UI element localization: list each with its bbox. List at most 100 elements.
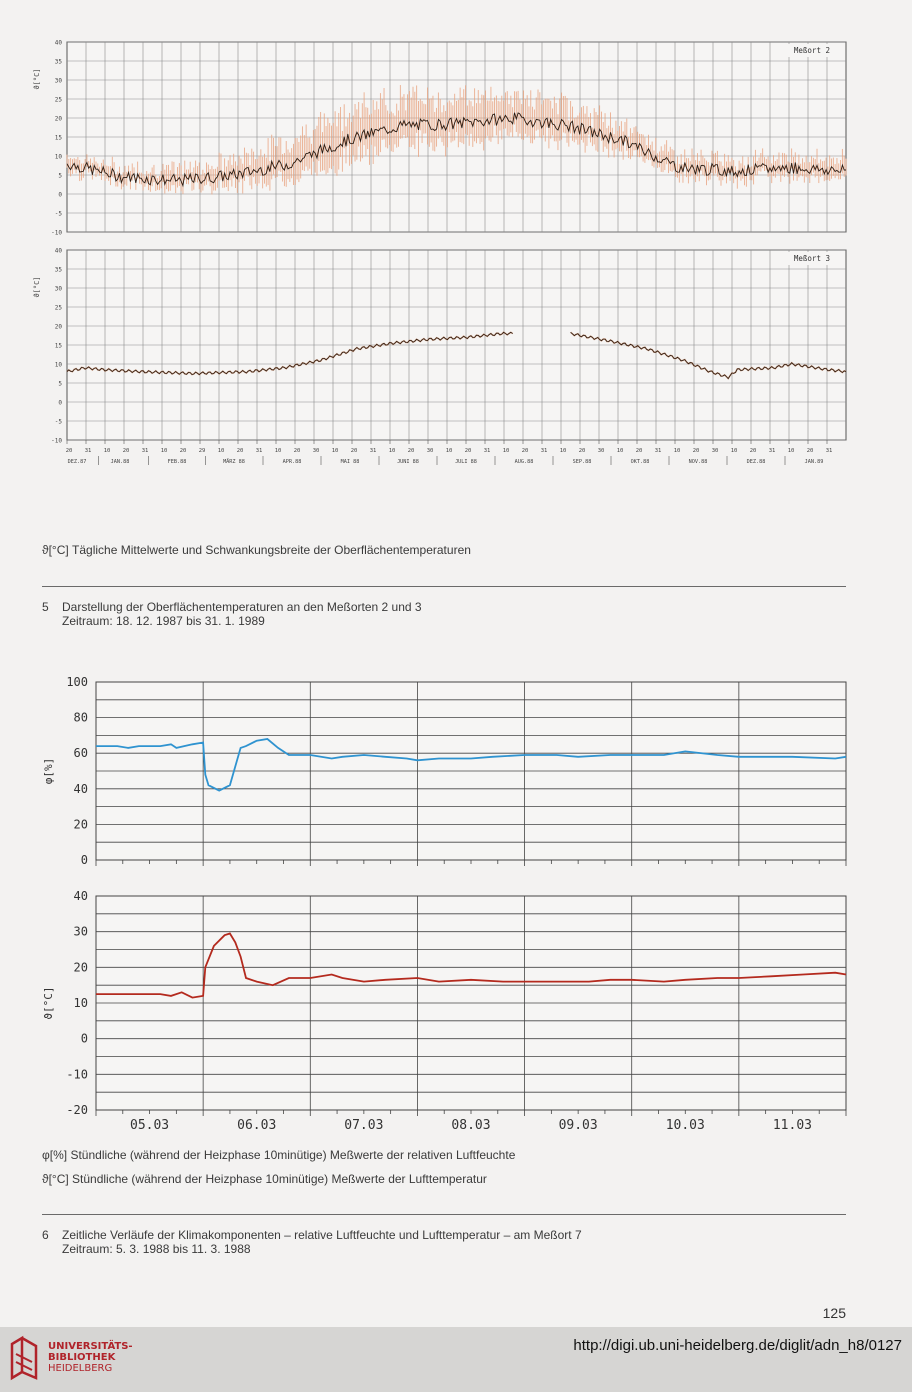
y-tick-label: -10 — [66, 1067, 88, 1081]
y-tick-label: 0 — [58, 400, 62, 407]
y-tick-label: 80 — [74, 711, 88, 725]
y-tick-label: 40 — [55, 40, 63, 47]
y-tick-label: -5 — [55, 211, 63, 218]
y-tick-label: 15 — [55, 135, 63, 142]
series-line-2 — [96, 738, 847, 792]
footer-bar: UNIVERSITÄTS- BIBLIOTHEK HEIDELBERG http… — [0, 1327, 912, 1392]
x-tick-day-label: 10 — [788, 448, 795, 454]
x-tick-month-label: FEB.88 — [168, 459, 187, 465]
x-tick-day-label: 30 — [427, 448, 434, 454]
x-tick-label: 05.03 — [130, 1118, 169, 1133]
x-tick-day-label: 20 — [522, 448, 529, 454]
mean-series-line-1 — [570, 331, 847, 380]
x-tick-day-label: 10 — [560, 448, 567, 454]
y-axis-label: ϑ[°C] — [42, 986, 55, 1019]
y-tick-label: -5 — [55, 419, 63, 426]
x-tick-label: 09.03 — [559, 1118, 598, 1133]
fig6-caption: 6 Zeitliche Verläufe der Klimakomponenten… — [42, 1228, 582, 1256]
x-tick-day-label: 20 — [693, 448, 700, 454]
page-number: 125 — [822, 1305, 846, 1321]
logo-line-1: UNIVERSITÄTS- — [48, 1341, 133, 1352]
panel-title: Meßort 3 — [794, 254, 830, 263]
y-axis-label: φ[%] — [42, 758, 55, 785]
x-tick-day-label: 31 — [370, 448, 377, 454]
x-tick-day-label: 20 — [465, 448, 472, 454]
fig6-range: Zeitraum: 5. 3. 1988 bis 11. 3. 1988 — [62, 1242, 251, 1256]
x-tick-day-label: 10 — [731, 448, 738, 454]
logo-line-2: BIBLIOTHEK — [48, 1352, 116, 1363]
y-tick-label: 40 — [74, 782, 88, 796]
x-tick-day-label: 10 — [161, 448, 168, 454]
y-tick-label: 30 — [55, 78, 63, 85]
x-tick-day-label: 20 — [351, 448, 358, 454]
x-tick-day-label: 31 — [256, 448, 263, 454]
x-tick-day-label: 20 — [807, 448, 814, 454]
y-tick-label: 0 — [81, 853, 88, 867]
x-tick-day-label: 20 — [294, 448, 301, 454]
y-tick-label: 30 — [55, 286, 63, 293]
x-tick-day-label: 31 — [655, 448, 662, 454]
x-tick-month-label: JULI 88 — [455, 459, 477, 465]
y-tick-label: 20 — [55, 324, 63, 331]
y-axis-label: ϑ[°C] — [33, 68, 41, 89]
y-tick-label: 100 — [66, 675, 88, 689]
x-tick-month-label: APR.88 — [283, 459, 302, 465]
x-tick-day-label: 20 — [636, 448, 643, 454]
x-tick-month-label: JAN.88 — [111, 459, 130, 465]
x-tick-day-label: 30 — [313, 448, 320, 454]
fig5-range: Zeitraum: 18. 12. 1987 bis 31. 1. 1989 — [62, 614, 265, 628]
y-tick-label: 5 — [58, 173, 62, 180]
x-tick-label: 08.03 — [451, 1118, 490, 1133]
panel-title: Meßort 2 — [794, 46, 830, 55]
mean-series-line — [66, 112, 846, 188]
x-tick-day-label: 31 — [85, 448, 92, 454]
x-tick-day-label: 29 — [199, 448, 206, 454]
x-tick-day-label: 20 — [237, 448, 244, 454]
divider-1 — [42, 586, 846, 587]
y-tick-label: 40 — [55, 248, 63, 255]
x-tick-label: 11.03 — [773, 1118, 812, 1133]
x-tick-day-label: 10 — [389, 448, 396, 454]
x-tick-month-label: JUNI 88 — [397, 459, 419, 465]
fig6-legend-2: ϑ[°C] Stündliche (während der Heizphase … — [42, 1172, 487, 1186]
y-tick-label: -10 — [51, 230, 62, 237]
document-page: -10 -5 0 5 10 15 20 25 30 35 40 ϑ[°C] Meßort 2 -10 -5 0… — [33, 39, 847, 1321]
fig6-title: Zeitliche Verläufe der Klimakomponenten … — [62, 1228, 582, 1242]
y-tick-label: -10 — [51, 438, 62, 445]
fig6-number: 6 — [42, 1228, 49, 1242]
y-tick-label: 0 — [81, 1032, 88, 1046]
x-tick-day-label: 31 — [826, 448, 833, 454]
x-tick-month-label: MÄRZ 88 — [223, 458, 245, 465]
x-tick-day-label: 10 — [674, 448, 681, 454]
x-tick-day-label: 31 — [484, 448, 491, 454]
x-tick-day-label: 20 — [66, 448, 73, 454]
x-tick-day-label: 31 — [541, 448, 548, 454]
source-url-link[interactable]: http://digi.ub.uni-heidelberg.de/diglit/… — [573, 1337, 902, 1354]
library-logo-icon[interactable] — [8, 1334, 40, 1382]
y-tick-label: 5 — [58, 381, 62, 388]
y-tick-label: 25 — [55, 305, 63, 312]
fig6-legend-1: φ[%] Stündliche (während der Heizphase 1… — [42, 1148, 516, 1162]
y-tick-label: 30 — [74, 925, 88, 939]
y-tick-label: 35 — [55, 267, 63, 274]
x-tick-day-label: 30 — [712, 448, 719, 454]
logo-line-3: HEIDELBERG — [48, 1363, 113, 1374]
x-tick-label: 07.03 — [344, 1118, 383, 1133]
y-tick-label: 25 — [55, 97, 63, 104]
y-tick-label: 15 — [55, 343, 63, 350]
divider-2 — [42, 1214, 846, 1215]
series-line-3 — [96, 932, 847, 999]
y-tick-label: 35 — [55, 59, 63, 66]
x-tick-day-label: 10 — [332, 448, 339, 454]
y-tick-label: 10 — [55, 362, 63, 369]
fig5-legend: ϑ[°C] Tägliche Mittelwerte und Schwankun… — [42, 543, 471, 557]
x-tick-day-label: 20 — [180, 448, 187, 454]
x-tick-month-label: MAI 88 — [341, 459, 360, 465]
figure-5-charts: -10 -5 0 5 10 15 20 25 30 35 40 ϑ[°C] Meßort 2 -10 -5 0… — [33, 40, 847, 465]
y-tick-label: 0 — [58, 192, 62, 199]
title-background — [774, 44, 842, 57]
y-tick-label: 20 — [55, 116, 63, 123]
title-background — [774, 252, 842, 265]
x-tick-day-label: 10 — [275, 448, 282, 454]
x-tick-day-label: 10 — [218, 448, 225, 454]
